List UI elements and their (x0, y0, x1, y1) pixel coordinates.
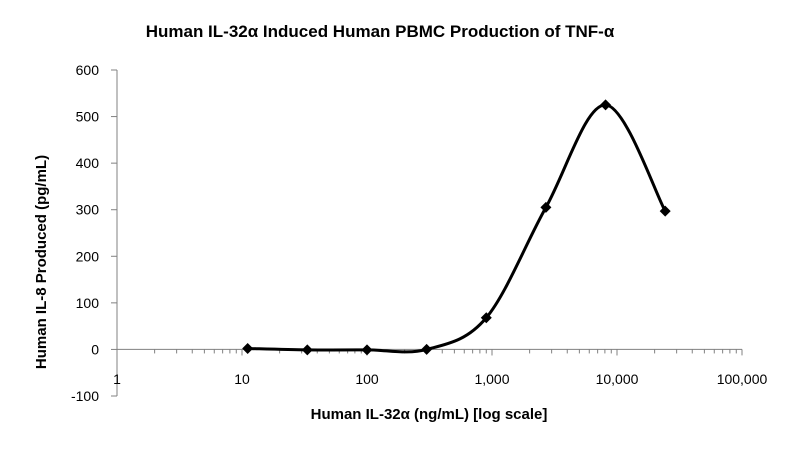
x-tick-label: 100 (355, 371, 379, 387)
x-axis: 1 10 100 1,000 10,000 100,000 (113, 348, 768, 387)
data-point-marker (480, 312, 492, 324)
data-point-marker (421, 343, 433, 355)
x-tick-label: 10 (234, 371, 250, 387)
data-point-marker (659, 205, 671, 217)
chart-title: Human IL-32α Induced Human PBMC Producti… (146, 22, 615, 41)
y-tick-label: 0 (91, 341, 99, 357)
series-line (246, 103, 667, 354)
x-tick-label: 100,000 (717, 371, 768, 387)
y-tick-label: 500 (76, 109, 100, 125)
y-axis: -100 0 100 200 300 400 500 600 (71, 62, 118, 404)
x-tick-label: 1,000 (474, 371, 509, 387)
data-point-marker (301, 344, 313, 356)
y-tick-label: 300 (76, 202, 100, 218)
data-point-marker (540, 201, 552, 213)
series-layer (242, 99, 671, 356)
y-tick-label: -100 (71, 388, 99, 404)
data-point-marker (361, 344, 373, 356)
y-tick-label: 100 (76, 295, 100, 311)
y-tick-label: 200 (76, 248, 100, 264)
y-tick-label: 600 (76, 62, 100, 78)
x-axis-label: Human IL-32α (ng/mL) [log scale] (311, 406, 548, 423)
y-axis-label: Human IL-8 Produced (pg/mL) (33, 155, 50, 369)
x-tick-label: 1 (113, 371, 121, 387)
x-tick-label: 10,000 (596, 371, 639, 387)
data-point-marker (600, 99, 612, 111)
y-tick-label: 400 (76, 155, 100, 171)
data-point-marker (242, 342, 254, 354)
